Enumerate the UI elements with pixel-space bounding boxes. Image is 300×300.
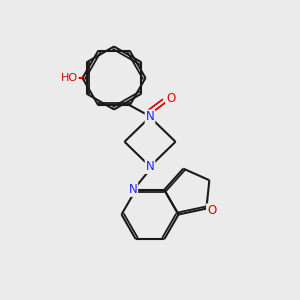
Text: O: O (207, 205, 216, 218)
Text: N: N (146, 160, 154, 173)
Text: HO: HO (60, 73, 78, 83)
Text: HO: HO (60, 73, 78, 83)
Text: O: O (207, 205, 216, 218)
Text: N: N (128, 183, 137, 196)
Text: N: N (128, 183, 137, 196)
Text: N: N (146, 110, 154, 124)
Text: O: O (166, 92, 176, 105)
Text: O: O (166, 92, 176, 105)
